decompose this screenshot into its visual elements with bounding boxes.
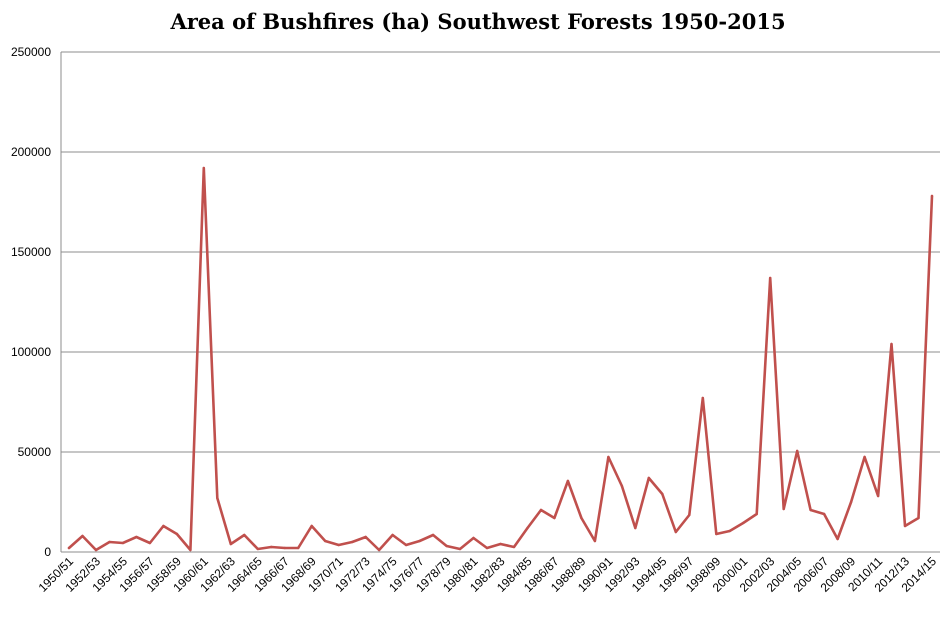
x-axis-tick-labels: 1950/511952/531954/551956/571958/591960/…: [36, 554, 940, 595]
data-point: [836, 537, 839, 541]
data-point: [337, 543, 340, 547]
data-point: [769, 276, 772, 280]
data-point: [661, 492, 664, 496]
data-point: [175, 532, 179, 536]
data-point: [297, 546, 300, 550]
data-point: [755, 512, 758, 516]
data-point: [404, 543, 408, 547]
data-point: [539, 508, 543, 512]
data-point: [917, 516, 920, 520]
data-point: [728, 529, 731, 533]
series-line: [67, 166, 934, 552]
data-point: [472, 536, 475, 540]
chart-title: Area of Bushfires (ha) Southwest Forests…: [169, 9, 785, 34]
y-tick-label: 50000: [18, 445, 52, 459]
data-point: [67, 546, 71, 550]
gridlines: [61, 51, 940, 453]
data-point: [229, 542, 232, 546]
data-point: [310, 524, 313, 528]
data-point: [108, 540, 111, 544]
data-point: [216, 496, 219, 500]
data-point: [566, 479, 570, 483]
data-point: [431, 533, 435, 537]
y-tick-label: 150000: [11, 245, 51, 259]
data-point: [202, 166, 205, 170]
y-tick-label: 0: [44, 545, 51, 559]
data-point: [553, 516, 556, 520]
data-point: [634, 526, 637, 530]
data-point: [283, 546, 286, 550]
data-point: [364, 535, 367, 539]
data-point: [512, 545, 516, 549]
data-point: [620, 484, 624, 488]
data-point: [256, 547, 259, 551]
data-point: [822, 512, 826, 516]
data-point: [485, 546, 489, 550]
data-point: [189, 548, 192, 552]
data-point: [81, 534, 84, 538]
data-point: [121, 541, 125, 545]
data-point: [796, 449, 799, 453]
data-point: [809, 508, 812, 512]
data-point: [391, 533, 394, 537]
y-tick-label: 250000: [11, 45, 51, 59]
data-point: [849, 500, 853, 504]
data-point: [782, 507, 785, 511]
data-point: [94, 548, 98, 552]
data-point: [674, 530, 677, 534]
data-point: [458, 547, 462, 551]
data-point: [701, 396, 704, 400]
data-point: [863, 455, 866, 459]
data-point: [930, 194, 934, 198]
data-point: [688, 513, 691, 517]
data-point: [445, 544, 448, 548]
data-point: [593, 539, 597, 543]
data-point: [377, 548, 381, 552]
data-point: [607, 455, 610, 459]
data-point: [499, 542, 502, 546]
data-point: [324, 539, 327, 543]
data-point: [876, 494, 880, 498]
data-point: [243, 533, 246, 537]
data-point: [162, 524, 165, 528]
data-point: [647, 476, 650, 480]
data-point: [526, 526, 529, 530]
data-point: [351, 540, 354, 544]
data-point: [418, 539, 421, 543]
y-tick-label: 100000: [11, 345, 51, 359]
data-point: [148, 541, 152, 545]
data-point: [890, 342, 893, 346]
data-point: [270, 545, 273, 549]
data-point: [903, 524, 907, 528]
data-point: [135, 535, 138, 539]
data-point: [742, 521, 745, 525]
data-point: [580, 516, 583, 520]
series-area-burned: [67, 166, 934, 552]
data-point: [715, 532, 718, 536]
y-tick-label: 200000: [11, 145, 51, 159]
y-axis-tick-labels: 0 50000 100000 150000 200000 250000: [11, 45, 51, 559]
